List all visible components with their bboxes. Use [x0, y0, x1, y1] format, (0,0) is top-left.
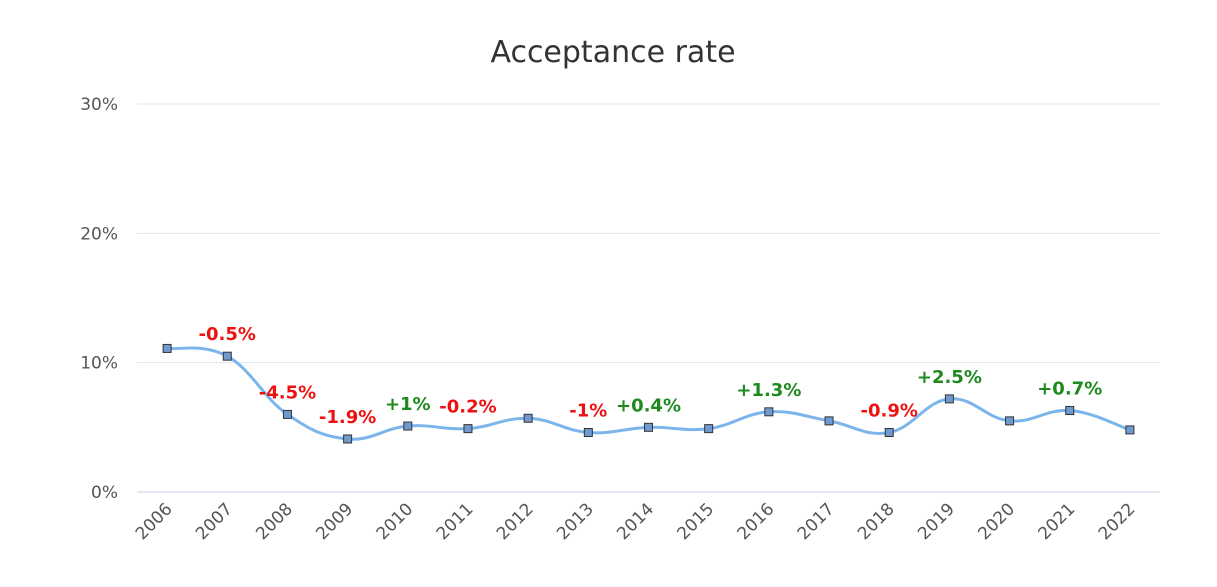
data-label-2021: +0.7% [1037, 379, 1102, 400]
data-label-2009: -1.9% [319, 407, 376, 428]
y-tick-label: 20% [80, 224, 118, 244]
x-tick-label: 2016 [734, 499, 779, 544]
x-tick-label: 2008 [252, 499, 297, 544]
y-tick-label: 10% [80, 354, 118, 374]
x-tick-label: 2020 [974, 499, 1019, 544]
data-point-2008 [282, 409, 292, 419]
data-point-2015 [704, 424, 714, 434]
x-tick-label: 2022 [1095, 499, 1140, 544]
data-label-2016: +1.3% [736, 380, 801, 401]
x-tick-label: 2019 [914, 499, 959, 544]
x-tick-label: 2006 [132, 499, 177, 544]
x-tick-label: 2010 [373, 499, 418, 544]
y-tick-label: 30% [80, 95, 118, 115]
y-tick-label: 0% [91, 483, 118, 503]
data-label-2013: -1% [569, 401, 607, 422]
x-tick-label: 2017 [794, 499, 839, 544]
data-point-2017 [824, 416, 834, 426]
x-tick-label: 2007 [192, 499, 237, 544]
data-point-2022 [1125, 425, 1135, 435]
data-label-2010: +1% [385, 394, 431, 415]
x-tick-label: 2018 [854, 499, 899, 544]
x-tick-label: 2009 [312, 499, 357, 544]
data-point-2016 [764, 407, 774, 417]
data-point-2021 [1065, 406, 1075, 416]
data-point-2007 [222, 351, 232, 361]
data-label-2018: -0.9% [861, 401, 918, 422]
x-tick-label: 2012 [493, 499, 538, 544]
x-tick-label: 2014 [613, 499, 658, 544]
data-point-2009 [343, 434, 353, 444]
series-markers [162, 343, 1135, 444]
data-label-2007: -0.5% [199, 324, 256, 345]
x-axis-ticks: 2006 2007 2008 2009 2010 2011 2012 2013 2014 2015… [132, 499, 1140, 544]
x-tick-label: 2013 [553, 499, 598, 544]
data-label-2008: -4.5% [259, 382, 316, 403]
data-point-2011 [463, 424, 473, 434]
data-point-2019 [944, 394, 954, 404]
data-point-2006 [162, 343, 172, 353]
data-label-2014: +0.4% [616, 395, 681, 416]
x-tick-label: 2021 [1035, 499, 1080, 544]
data-label-2011: -0.2% [439, 397, 496, 418]
data-point-2020 [1005, 416, 1015, 426]
x-tick-label: 2011 [433, 499, 478, 544]
data-point-2010 [403, 421, 413, 431]
data-point-2013 [583, 428, 593, 438]
data-point-2012 [523, 413, 533, 423]
x-tick-label: 2015 [673, 499, 718, 544]
data-point-2014 [644, 422, 653, 432]
data-labels: -0.5% -4.5%-1.9% +1% -0.2% -1% +0.4% +1.3% -0.9… [199, 324, 1103, 428]
grid-lines [137, 103, 1160, 493]
data-label-2019: +2.5% [917, 367, 982, 388]
chart-title: Acceptance rate [490, 35, 735, 70]
data-point-2018 [884, 428, 894, 438]
y-axis-ticks: 0% 10% 20% 30% [80, 95, 118, 503]
